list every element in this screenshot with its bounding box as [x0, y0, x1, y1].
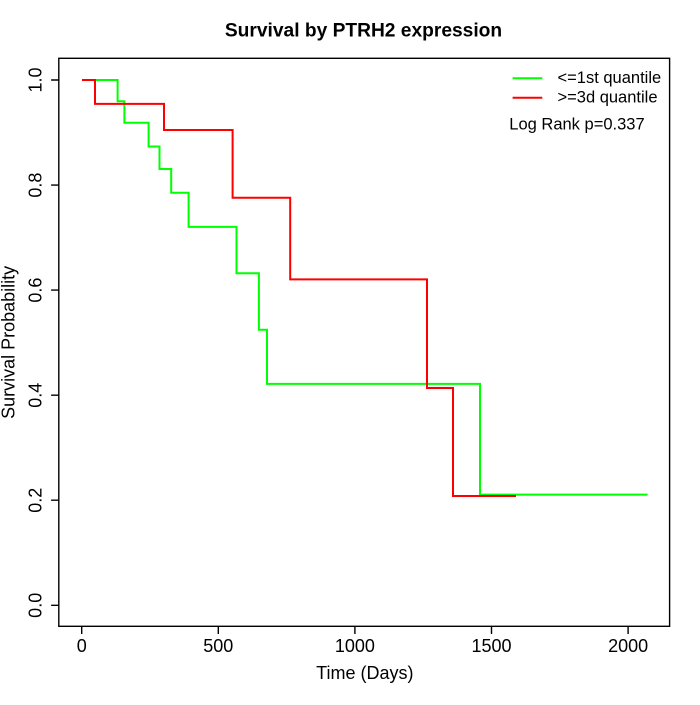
svg-text:Survival Probability: Survival Probability: [0, 266, 19, 419]
svg-text:2000: 2000: [608, 636, 648, 656]
svg-text:1.0: 1.0: [26, 67, 46, 92]
svg-text:>=3d quantile: >=3d quantile: [558, 89, 658, 107]
svg-text:Survival by PTRH2 expression: Survival by PTRH2 expression: [225, 20, 502, 41]
svg-text:0.4: 0.4: [26, 383, 46, 408]
svg-text:0.0: 0.0: [26, 593, 46, 618]
svg-text:<=1st quantile: <=1st quantile: [558, 69, 662, 87]
svg-text:0.8: 0.8: [26, 173, 46, 198]
svg-text:Time (Days): Time (Days): [316, 663, 413, 683]
svg-text:500: 500: [203, 636, 233, 656]
svg-text:1500: 1500: [471, 636, 511, 656]
svg-text:0: 0: [77, 636, 87, 656]
svg-text:1000: 1000: [335, 636, 375, 656]
svg-text:0.2: 0.2: [26, 488, 46, 513]
svg-text:Log Rank p=0.337: Log Rank p=0.337: [509, 115, 644, 133]
svg-text:0.6: 0.6: [26, 278, 46, 303]
